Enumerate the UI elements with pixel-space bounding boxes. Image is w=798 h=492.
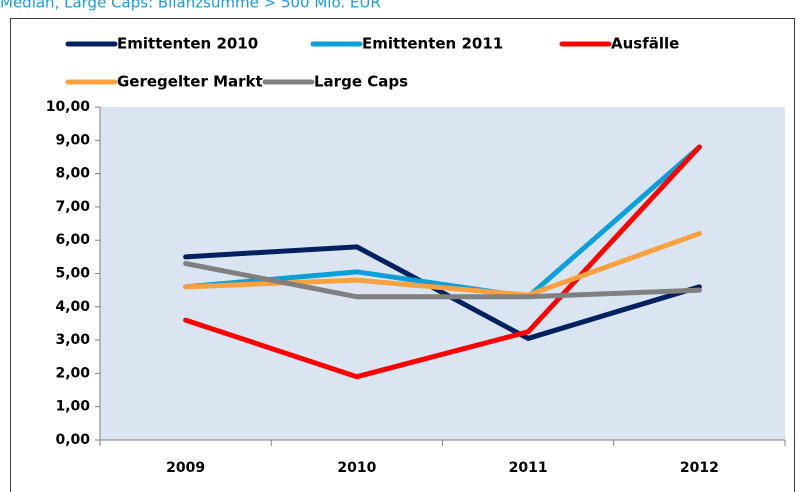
legend-label: Large Caps — [314, 73, 408, 91]
y-tick-label: 5,00 — [55, 266, 90, 282]
legend-label: Geregelter Markt — [117, 73, 263, 91]
y-tick-label: 1,00 — [55, 399, 90, 415]
y-tick-label: 6,00 — [55, 232, 90, 248]
y-tick-label: 10,00 — [46, 99, 91, 115]
legend-label: Ausfälle — [611, 35, 679, 53]
series-line — [183, 261, 702, 300]
series-line — [183, 244, 702, 341]
x-tick-label: 2012 — [680, 460, 719, 476]
legend-label: Emittenten 2011 — [362, 35, 503, 53]
y-tick-label: 3,00 — [55, 332, 90, 348]
y-tick-label: 8,00 — [55, 166, 90, 182]
y-tick-label: 4,00 — [55, 299, 90, 315]
x-tick-label: 2009 — [166, 460, 205, 476]
chart-title: Median, Large Caps: Bilanzsumme > 500 Mi… — [0, 0, 381, 12]
y-tick-label: 9,00 — [55, 132, 90, 148]
x-tick-label: 2011 — [509, 460, 548, 476]
x-tick-label: 2010 — [337, 460, 376, 476]
y-tick-label: 0,00 — [55, 432, 90, 448]
y-tick-label: 7,00 — [55, 199, 90, 215]
legend-label: Emittenten 2010 — [117, 35, 258, 53]
series-line — [183, 144, 702, 380]
series-line — [183, 231, 702, 298]
y-tick-label: 2,00 — [55, 365, 90, 381]
plot-area — [100, 107, 785, 440]
